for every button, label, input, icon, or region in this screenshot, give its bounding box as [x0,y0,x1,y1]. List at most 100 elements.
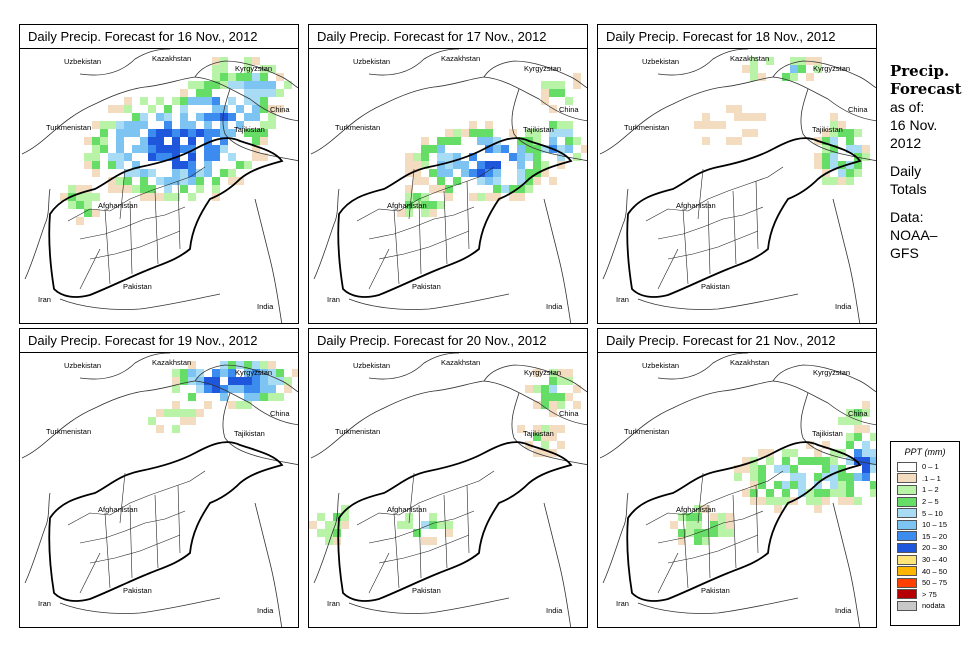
precip-cell [196,177,204,185]
label-pakistan: Pakistan [412,282,441,291]
label-india: India [835,606,852,615]
precip-cell [236,81,244,89]
precip-cell [116,153,124,161]
precip-cell [252,89,260,97]
precip-cell [485,169,493,177]
precip-cell [268,81,276,89]
precip-cell [573,401,581,409]
precip-cell [188,137,196,145]
precip-cell [493,137,501,145]
label-iran: Iran [327,599,340,608]
precip-cell [156,193,164,201]
precip-cell [116,121,124,129]
legend-item: 0 – 1 [891,461,959,473]
precip-cell [702,121,710,129]
precip-cell [244,385,252,393]
precip-cell [734,113,742,121]
precip-cell [525,385,533,393]
precip-cell [549,137,557,145]
precip-cell [742,489,750,497]
precip-cell [260,97,268,105]
precip-cell [204,129,212,137]
precip-cell [260,377,268,385]
precip-cell [445,153,453,161]
precip-cell [445,129,453,137]
precip-cell [445,185,453,193]
precip-cell [60,193,68,201]
precip-cell [76,185,84,193]
precip-cell [461,169,469,177]
precip-cell [838,497,846,505]
precip-cell [854,169,862,177]
legend-swatch [897,508,917,519]
precip-cell [854,497,862,505]
precip-cell [92,209,100,217]
forecast-panel-20-nov: Daily Precip. Forecast for 20 Nov., 2012… [308,328,588,628]
precip-cell [814,65,822,73]
precip-cell [220,73,228,81]
precip-cell [854,145,862,153]
precip-cell [838,169,846,177]
precip-cell [204,145,212,153]
precip-cell [108,121,116,129]
precip-cell [124,129,132,137]
precip-cell [774,481,782,489]
precip-cell [557,81,565,89]
precip-cell [276,393,284,401]
precip-cell [204,401,212,409]
legend-swatch [897,554,917,565]
precip-cell [870,481,876,489]
precip-cell [429,201,437,209]
precip-cell [854,449,862,457]
precip-cell [405,513,413,521]
precip-cell [284,385,292,393]
precip-cell [188,369,196,377]
precip-cell [92,193,100,201]
legend-label: nodata [922,601,945,611]
precip-cell [244,129,252,137]
data-source-line3: GFS [890,245,919,261]
precip-cell [541,401,549,409]
label-india: India [546,302,563,311]
side-info: Precip. Forecast as of: 16 Nov. 2012 Dai… [890,62,972,262]
precip-cell [333,537,341,545]
precip-cell [148,417,156,425]
precip-cell [236,161,244,169]
precip-cell [782,73,790,81]
precip-cell [317,513,325,521]
precip-cell [405,521,413,529]
precip-cell [822,497,830,505]
precip-cell [252,73,260,81]
precip-cell [485,193,493,201]
precip-cell [252,81,260,89]
precip-cell [846,481,854,489]
precip-cell [517,193,525,201]
precip-cell [533,153,541,161]
precip-cell [180,145,188,153]
legend-swatch [897,473,917,484]
precip-cell [806,489,814,497]
precip-cell [517,169,525,177]
as-of-date-line1: 16 Nov. [890,117,938,133]
precip-cell [437,145,445,153]
precip-cell [533,385,541,393]
label-turkmenistan: Turkmenistan [335,427,380,436]
precip-cell [260,129,268,137]
precip-cell [212,177,220,185]
precip-cell [268,121,276,129]
precip-cell [862,465,870,473]
precip-cell [838,481,846,489]
precip-cell [268,361,276,369]
precip-cell [196,81,204,89]
precip-cell [188,161,196,169]
precip-cell [236,177,244,185]
forecast-panel-18-nov: Daily Precip. Forecast for 18 Nov., 2012… [597,24,877,324]
precip-cell [541,449,549,457]
precip-cell [236,377,244,385]
precip-cell [533,401,541,409]
precip-cell [188,417,196,425]
label-kyrgyzstan: Kyrgyzstan [524,368,561,377]
precip-cell [557,145,565,153]
forecast-panel-16-nov: Daily Precip. Forecast for 16 Nov., 2012… [19,24,299,324]
precip-cell [413,177,421,185]
